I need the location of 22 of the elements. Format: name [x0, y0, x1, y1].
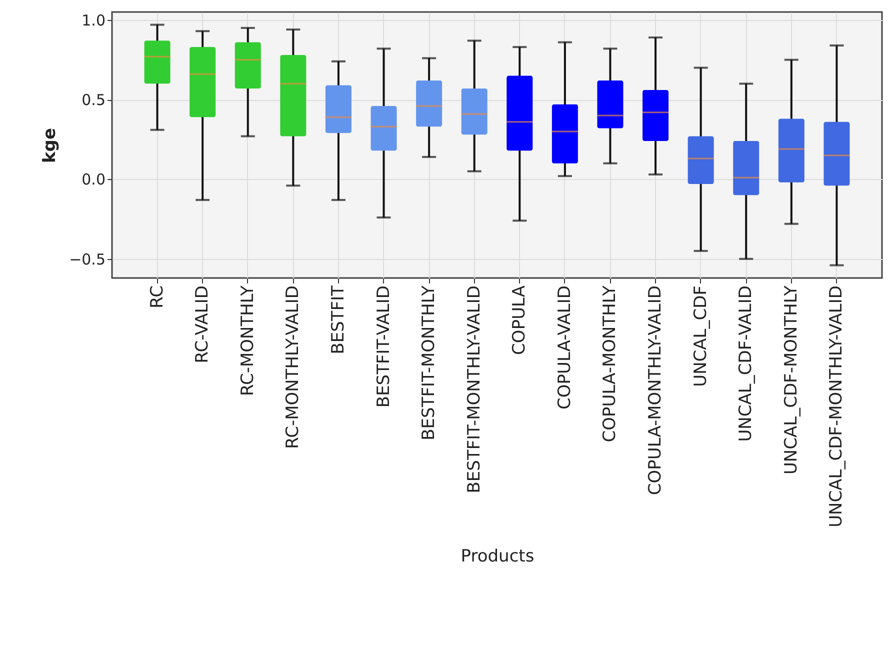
x-tick-label: COPULA-MONTHLY-VALID — [646, 286, 666, 496]
x-tick-label: BESTFIT-MONTHLY-VALID — [464, 286, 484, 494]
y-axis-title: kge — [40, 128, 60, 164]
x-tick-label: BESTFIT-VALID — [374, 286, 394, 408]
x-tick-label: COPULA-MONTHLY — [600, 284, 620, 442]
y-tick-label: 0.5 — [82, 91, 106, 110]
x-tick-label: RC-VALID — [192, 286, 213, 364]
x-tick-label: UNCAL_CDF-MONTHLY — [781, 284, 802, 475]
x-tick-label: BESTFIT — [328, 284, 348, 354]
x-tick-label: RC — [147, 286, 168, 308]
x-tick-label: UNCAL_CDF-MONTHLY-VALID — [826, 286, 847, 528]
x-tick-label: BESTFIT-MONTHLY — [419, 284, 440, 440]
x-tick-label: COPULA — [510, 285, 530, 355]
x-tick-label: COPULA-VALID — [554, 286, 575, 410]
x-tick-label: UNCAL_CDF-VALID — [736, 286, 756, 442]
x-tick-label: RC-MONTHLY — [238, 284, 258, 396]
y-tick-label: −0.5 — [69, 250, 106, 268]
y-tick-label: 0.0 — [82, 170, 106, 189]
x-tick-label: UNCAL_CDF — [690, 286, 711, 387]
y-tick-label: 1.0 — [82, 11, 106, 30]
x-tick-label: RC-MONTHLY-VALID — [283, 286, 304, 449]
x-axis-title: Products — [460, 546, 534, 566]
